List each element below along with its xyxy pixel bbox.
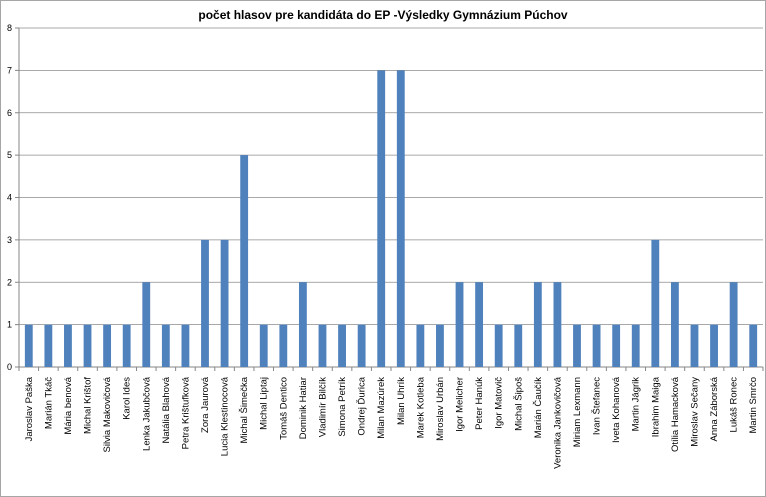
gridlines — [19, 27, 763, 326]
bar — [201, 239, 209, 367]
bar — [514, 324, 523, 367]
bar — [455, 282, 464, 367]
x-tick-label: Michal Krištof — [83, 377, 94, 434]
x-tick-label: Iveta Kohanová — [611, 376, 622, 443]
x-tick-label: Miroslav Urbán — [435, 377, 446, 441]
x-tick-label: Marek Kotleba — [415, 376, 426, 438]
bar — [181, 324, 190, 367]
bar — [259, 324, 268, 367]
y-tick-label: 7 — [7, 65, 12, 75]
x-tick-label: Dominik Hatiar — [298, 377, 309, 439]
y-tick-label: 6 — [7, 108, 12, 118]
x-tick-label: Igor Matovič — [494, 377, 505, 429]
x-tick-label: Jaroslav Paška — [24, 376, 35, 441]
bar — [670, 282, 679, 367]
axes — [15, 27, 764, 371]
x-tick-label: Michal Liptaj — [259, 377, 270, 430]
x-tick-label: Natália Blahová — [161, 376, 172, 443]
x-tick-label: Marián Tkáč — [43, 377, 54, 429]
x-tick-label: Michal Šimečka — [239, 376, 250, 443]
x-tick-label: Ibrahim Maiga — [650, 376, 661, 437]
chart-title: počet hlasov pre kandidáta do EP -Výsled… — [198, 8, 568, 22]
bar — [279, 324, 288, 367]
bar — [729, 282, 738, 367]
x-tick-label: Tomáš Dentico — [278, 377, 289, 440]
bar — [749, 324, 758, 367]
x-tick-labels: Jaroslav Paška Marián Tkáč Mária benová Mic… — [24, 376, 759, 469]
x-tick-label: Peter Hanúk — [474, 377, 485, 430]
x-tick-label: Lenka Jakubčová — [141, 376, 152, 451]
bar — [318, 324, 327, 367]
bar — [436, 324, 444, 367]
bar — [122, 324, 131, 367]
x-tick-label: Otília Hamacková — [670, 376, 681, 452]
x-tick-label: Vladimír Bilčík — [317, 377, 328, 437]
x-tick-label: Karol Ides — [122, 377, 133, 420]
y-tick-labels: 0 1 2 3 4 5 6 7 8 — [7, 23, 12, 372]
y-tick-label: 1 — [7, 320, 12, 330]
bar — [690, 324, 699, 367]
bar — [710, 324, 718, 367]
bar — [592, 324, 601, 367]
y-tick-label: 0 — [7, 362, 12, 372]
bar — [83, 324, 92, 367]
x-tick-label: Zora Jaurová — [200, 376, 211, 433]
bar — [494, 324, 503, 367]
bar — [396, 70, 405, 367]
bar — [240, 155, 249, 367]
x-tick-label: Martin Smrčo — [748, 377, 759, 433]
bar — [475, 282, 484, 367]
y-tick-label: 8 — [7, 23, 12, 33]
x-tick-label: Silvia Makovičová — [102, 376, 113, 452]
bar — [103, 324, 112, 367]
x-tick-label: Ondrej Ďurica — [357, 376, 368, 435]
x-tick-label: Ivan Štefanec — [592, 377, 603, 435]
bar — [553, 282, 562, 367]
x-tick-label: Miriam Lexmann — [572, 377, 583, 447]
x-tick-label: Lukáš Ronec — [729, 377, 740, 433]
bar — [631, 324, 640, 367]
bar — [64, 324, 72, 367]
bar — [142, 282, 151, 367]
y-tick-label: 5 — [7, 150, 12, 160]
y-tick-label: 3 — [7, 235, 12, 245]
x-tick-label: Milan Uhrík — [396, 377, 407, 425]
x-tick-label: Anna Záborská — [709, 376, 720, 441]
bar — [338, 324, 346, 367]
bar — [533, 282, 542, 367]
x-tick-label: Simona Petrík — [337, 377, 348, 437]
x-tick-label: Petra Krištufková — [180, 376, 191, 449]
y-tick-label: 4 — [7, 193, 12, 203]
bar — [573, 324, 581, 367]
bar — [377, 70, 386, 367]
bar — [44, 324, 53, 367]
bar — [416, 324, 425, 367]
x-tick-label: Michal Šipoš — [513, 377, 524, 431]
y-tick-label: 2 — [7, 277, 12, 287]
x-tick-label: Martin Jágrik — [631, 377, 642, 432]
bar — [161, 324, 170, 367]
bar — [357, 324, 366, 367]
x-tick-label: Igor Melicher — [455, 377, 466, 432]
x-tick-label: Lucia Klestinocová — [220, 376, 231, 456]
x-tick-label: Mária benová — [63, 376, 74, 434]
x-tick-label: Miroslav Sečany — [689, 377, 700, 447]
x-tick-label: Marián Čaučík — [533, 377, 544, 438]
x-tick-label: Milan Mazúrek — [376, 377, 387, 439]
bar — [651, 239, 660, 367]
bar — [220, 239, 229, 367]
bar — [612, 324, 621, 367]
x-tick-label: Veronika Jankovičová — [552, 376, 563, 469]
bar — [24, 324, 33, 367]
bars — [24, 70, 758, 367]
bar — [298, 282, 307, 367]
